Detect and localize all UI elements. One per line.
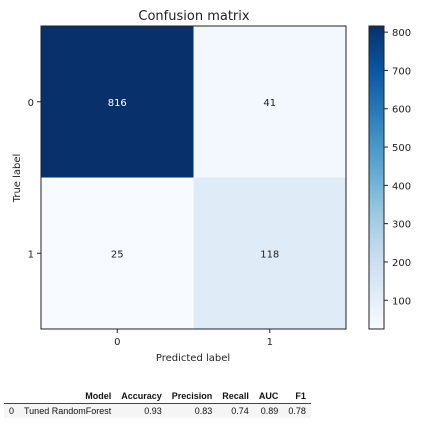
metrics-table: Model Accuracy Precision Recall AUC F1 0…: [4, 389, 311, 418]
heatmap-cell: [41, 26, 194, 178]
y-axis-label: True label: [12, 154, 23, 204]
heatmap-cells: 816 41 25 118: [41, 26, 346, 329]
colorbar: [368, 25, 385, 330]
colorbar-tick-label: 200: [392, 258, 411, 269]
colorbar-tick-label: 400: [392, 181, 411, 192]
precision-cell: 0.83: [194, 406, 213, 416]
metrics-header-accuracy: Accuracy: [121, 391, 162, 401]
table-row: 0 Tuned RandomForest 0.93 0.83 0.74 0.89…: [4, 403, 311, 418]
row-index: 0: [9, 406, 15, 416]
colorbar-ticks: 100 200 300 400 500 600 700 800: [384, 28, 411, 307]
cell-value-label: 41: [263, 98, 276, 109]
model-cell: Tuned RandomForest: [24, 406, 112, 416]
heatmap-cell: [41, 177, 194, 329]
colorbar-tick-label: 600: [392, 105, 411, 116]
y-tick-label: 0: [28, 98, 34, 109]
metrics-header-index: [4, 389, 19, 404]
accuracy-cell: 0.93: [144, 406, 162, 416]
metrics-header-f1: F1: [295, 391, 306, 401]
x-tick-label: 1: [267, 337, 273, 348]
y-tick-label: 1: [28, 249, 34, 260]
metrics-header-auc: AUC: [258, 391, 279, 401]
metrics-header-row: Model Accuracy Precision Recall AUC F1: [4, 389, 311, 404]
colorbar-tick-label: 800: [392, 28, 411, 39]
f1-cell: 0.78: [288, 406, 306, 416]
plot-frame: [40, 25, 347, 330]
colorbar-tick-label: 100: [392, 296, 411, 307]
heatmap-cell: [193, 177, 346, 329]
colorbar-tick-label: 500: [392, 143, 411, 154]
x-tick-label: 0: [114, 337, 120, 348]
recall-cell: 0.74: [231, 406, 249, 416]
metrics-header-recall: Recall: [222, 391, 249, 401]
heatmap-cell: [193, 26, 346, 178]
x-axis-label: Predicted label: [156, 353, 230, 364]
metrics-header-model: Model: [85, 391, 112, 401]
colorbar-tick-label: 300: [392, 220, 411, 231]
cell-value-label: 816: [108, 98, 127, 109]
auc-cell: 0.89: [260, 406, 279, 416]
metrics-header-precision: Precision: [171, 391, 213, 401]
cell-value-label: 118: [260, 249, 279, 260]
colorbar-tick-label: 700: [392, 66, 411, 77]
chart-title: Confusion matrix: [138, 9, 249, 24]
cell-value-label: 25: [111, 249, 124, 260]
y-axis: 01: [28, 98, 41, 260]
